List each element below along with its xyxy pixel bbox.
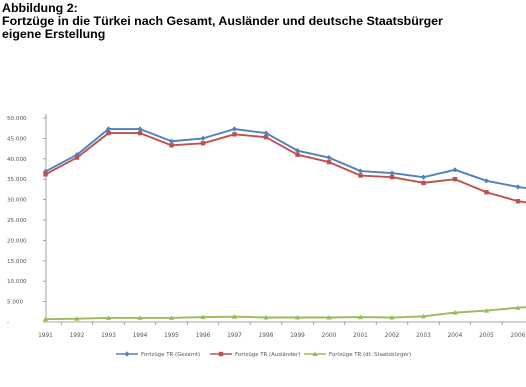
x-tick-label: 2001 [353, 333, 368, 339]
data-point [452, 310, 458, 315]
legend-label: Fortzüge TR (Gesamt) [141, 352, 200, 358]
data-point [231, 126, 238, 132]
data-point [294, 148, 301, 154]
data-point [452, 177, 458, 182]
data-point [168, 315, 175, 320]
x-tick-label: 1997 [227, 333, 242, 339]
data-point [42, 316, 49, 322]
data-point [420, 313, 427, 319]
x-tick-label: 1999 [290, 333, 305, 339]
legend-label: Fortzüge TR (dt. Staatsbürger) [329, 352, 411, 358]
data-point [263, 314, 269, 320]
data-point [232, 132, 237, 137]
data-point [200, 314, 206, 320]
data-point [74, 155, 80, 160]
x-tick-label: 1996 [196, 333, 211, 339]
data-point [326, 154, 332, 161]
data-point [200, 135, 206, 141]
data-point [515, 184, 521, 190]
legend-marker [124, 351, 130, 357]
y-tick-label: - [7, 320, 9, 326]
y-tick-label: 50.000 [7, 116, 27, 122]
x-tick-label: 1993 [101, 333, 116, 339]
x-tick-label: 2006 [511, 333, 526, 339]
data-point [263, 130, 269, 136]
x-tick-label: 1995 [164, 333, 179, 339]
data-point [515, 305, 521, 310]
data-point [421, 180, 426, 186]
legend-marker [218, 351, 224, 357]
data-point [452, 167, 458, 173]
data-point [137, 126, 143, 132]
data-point [515, 199, 521, 204]
data-point [43, 172, 48, 177]
data-point [74, 152, 80, 158]
data-point [106, 130, 111, 136]
data-point [389, 170, 395, 176]
y-tick-label: 25.000 [7, 218, 27, 224]
data-point [168, 138, 175, 144]
x-tick-label: 1998 [259, 333, 274, 339]
series-line-1 [45, 128, 526, 190]
data-point [137, 315, 143, 320]
data-point [326, 159, 332, 165]
x-tick-label: 1994 [133, 333, 148, 339]
data-point [169, 143, 174, 148]
y-tick-label: 30.000 [7, 198, 27, 204]
figure-title: Fortzüge in die Türkei nach Gesamt, Ausl… [2, 14, 443, 28]
data-point [420, 174, 427, 180]
data-point [105, 315, 112, 320]
y-tick-label: 45.000 [7, 136, 27, 142]
series-line-3 [45, 306, 526, 321]
data-point [357, 314, 364, 320]
x-tick-label: 1992 [70, 333, 85, 339]
data-point [105, 126, 112, 132]
data-point [483, 307, 490, 313]
y-tick-label: 15.000 [7, 259, 27, 265]
data-point [358, 173, 363, 178]
data-point [231, 314, 238, 319]
data-point [137, 130, 143, 136]
figure-subtitle: eigene Erstellung [2, 27, 106, 41]
x-tick-label: 2004 [448, 333, 463, 339]
x-tick-label: 2003 [416, 333, 431, 339]
y-tick-label: 5.000 [7, 300, 23, 306]
y-tick-label: 40.000 [7, 157, 27, 163]
y-tick-label: 35.000 [7, 177, 27, 183]
x-tick-label: 2005 [479, 333, 494, 339]
data-point [484, 190, 489, 195]
legend-label: Fortzüge TR (Ausländer) [235, 352, 300, 358]
data-point [74, 316, 80, 321]
data-point [295, 152, 300, 157]
x-tick-label: 2000 [322, 333, 337, 339]
data-point [294, 314, 301, 320]
data-point [389, 174, 395, 180]
figure-heading: Abbildung 2: Fortzüge in die Türkei nach… [2, 2, 526, 41]
x-tick-label: 1991 [38, 333, 53, 339]
data-point [200, 141, 206, 146]
data-point [389, 314, 395, 320]
data-point [326, 314, 332, 320]
legend-marker [312, 351, 318, 356]
data-point [263, 134, 269, 140]
figure-caption: Abbildung 2: [2, 1, 78, 15]
data-point [357, 168, 364, 174]
y-tick-label: 20.000 [7, 238, 27, 244]
y-tick-label: 10.000 [7, 279, 27, 285]
series-line-2 [45, 132, 526, 204]
data-point [483, 178, 490, 184]
x-tick-label: 2002 [385, 333, 400, 339]
